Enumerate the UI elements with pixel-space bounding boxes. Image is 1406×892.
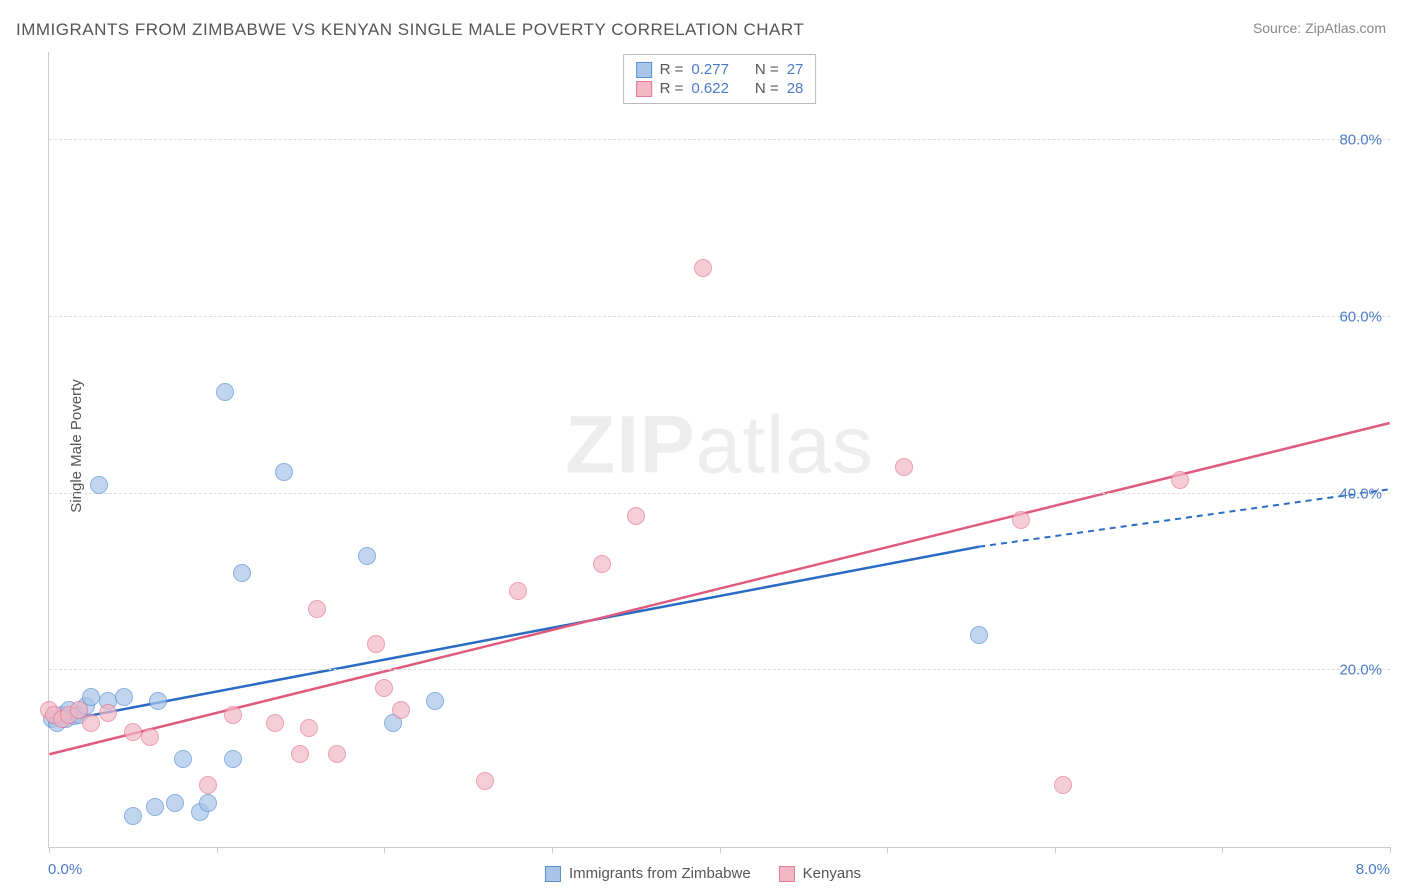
scatter-point xyxy=(124,807,142,825)
trend-line-extrapolated xyxy=(979,489,1389,546)
scatter-point xyxy=(224,706,242,724)
scatter-point xyxy=(300,719,318,737)
scatter-point xyxy=(224,750,242,768)
plot-area: ZIPatlas R = 0.277 N = 27 R = 0.622 N = 28 20.0… xyxy=(48,52,1390,848)
trend-line xyxy=(49,547,979,724)
r-label: R = xyxy=(660,61,684,78)
scatter-point xyxy=(308,600,326,618)
stats-row: R = 0.622 N = 28 xyxy=(636,80,804,97)
scatter-point xyxy=(146,798,164,816)
trend-line xyxy=(49,423,1389,754)
legend-swatch xyxy=(636,62,652,78)
n-value: 28 xyxy=(787,80,804,97)
legend-swatch xyxy=(779,866,795,882)
scatter-point xyxy=(476,772,494,790)
scatter-point xyxy=(115,688,133,706)
scatter-point xyxy=(509,582,527,600)
gridline xyxy=(49,316,1390,317)
chart-title: IMMIGRANTS FROM ZIMBABWE VS KENYAN SINGL… xyxy=(16,20,804,40)
scatter-point xyxy=(166,794,184,812)
scatter-point xyxy=(358,547,376,565)
scatter-point xyxy=(1171,471,1189,489)
scatter-point xyxy=(275,463,293,481)
watermark-light: atlas xyxy=(696,399,874,490)
x-tick xyxy=(1390,847,1391,853)
legend-swatch xyxy=(636,81,652,97)
x-axis-max-label: 8.0% xyxy=(1356,861,1390,878)
x-tick xyxy=(1222,847,1223,853)
scatter-point xyxy=(392,701,410,719)
scatter-point xyxy=(970,626,988,644)
n-value: 27 xyxy=(787,61,804,78)
legend-item: Immigrants from Zimbabwe xyxy=(545,865,751,882)
scatter-point xyxy=(266,714,284,732)
scatter-point xyxy=(216,383,234,401)
y-tick-label: 60.0% xyxy=(1339,309,1382,326)
gridline xyxy=(49,669,1390,670)
scatter-point xyxy=(291,745,309,763)
x-tick xyxy=(217,847,218,853)
x-tick xyxy=(49,847,50,853)
x-tick xyxy=(384,847,385,853)
gridline xyxy=(49,493,1390,494)
scatter-point xyxy=(141,728,159,746)
x-tick xyxy=(720,847,721,853)
scatter-point xyxy=(328,745,346,763)
legend-item: Kenyans xyxy=(779,865,861,882)
scatter-point xyxy=(82,714,100,732)
legend-label: Immigrants from Zimbabwe xyxy=(569,865,751,882)
scatter-point xyxy=(174,750,192,768)
scatter-point xyxy=(367,635,385,653)
scatter-point xyxy=(426,692,444,710)
scatter-point xyxy=(627,507,645,525)
gridline xyxy=(49,139,1390,140)
x-tick xyxy=(887,847,888,853)
scatter-point xyxy=(90,476,108,494)
scatter-point xyxy=(1054,776,1072,794)
watermark: ZIPatlas xyxy=(565,398,874,492)
trend-lines xyxy=(49,52,1390,847)
scatter-point xyxy=(233,564,251,582)
n-label: N = xyxy=(755,80,779,97)
scatter-point xyxy=(199,776,217,794)
watermark-bold: ZIP xyxy=(565,399,696,490)
stats-legend: R = 0.277 N = 27 R = 0.622 N = 28 xyxy=(623,54,817,104)
scatter-point xyxy=(124,723,142,741)
y-tick-label: 40.0% xyxy=(1339,485,1382,502)
y-tick-label: 20.0% xyxy=(1339,662,1382,679)
r-value: 0.622 xyxy=(691,80,729,97)
scatter-point xyxy=(895,458,913,476)
scatter-point xyxy=(375,679,393,697)
source-label: Source: ZipAtlas.com xyxy=(1253,20,1386,36)
scatter-point xyxy=(593,555,611,573)
scatter-point xyxy=(149,692,167,710)
scatter-point xyxy=(99,704,117,722)
n-label: N = xyxy=(755,61,779,78)
x-tick xyxy=(1055,847,1056,853)
r-value: 0.277 xyxy=(691,61,729,78)
x-axis-min-label: 0.0% xyxy=(48,861,82,878)
legend-swatch xyxy=(545,866,561,882)
scatter-point xyxy=(199,794,217,812)
scatter-point xyxy=(1012,511,1030,529)
r-label: R = xyxy=(660,80,684,97)
legend-label: Kenyans xyxy=(803,865,861,882)
scatter-point xyxy=(694,259,712,277)
stats-row: R = 0.277 N = 27 xyxy=(636,61,804,78)
bottom-legend: Immigrants from Zimbabwe Kenyans xyxy=(545,865,861,882)
y-tick-label: 80.0% xyxy=(1339,132,1382,149)
x-tick xyxy=(552,847,553,853)
